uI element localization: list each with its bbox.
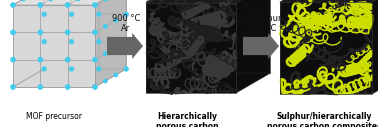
- Circle shape: [11, 85, 15, 89]
- Circle shape: [70, 12, 73, 16]
- Polygon shape: [372, 0, 378, 94]
- Circle shape: [104, 25, 107, 28]
- Polygon shape: [280, 0, 378, 2]
- Circle shape: [104, 0, 107, 1]
- Circle shape: [38, 3, 42, 7]
- Polygon shape: [180, 0, 270, 73]
- Circle shape: [65, 30, 70, 34]
- Circle shape: [38, 85, 42, 89]
- Circle shape: [114, 46, 118, 49]
- Polygon shape: [236, 0, 270, 93]
- Circle shape: [93, 85, 97, 89]
- Text: Sulphur/hierarchically
porous carbon composites: Sulphur/hierarchically porous carbon com…: [267, 112, 378, 127]
- Circle shape: [11, 30, 15, 34]
- Text: Ar: Ar: [121, 24, 131, 33]
- Circle shape: [124, 13, 128, 16]
- Circle shape: [114, 73, 118, 77]
- Polygon shape: [13, 0, 126, 5]
- Circle shape: [93, 30, 97, 34]
- Circle shape: [97, 67, 101, 71]
- Circle shape: [65, 85, 70, 89]
- Circle shape: [93, 3, 97, 7]
- Text: +Sulphur: +Sulphur: [242, 14, 282, 23]
- Circle shape: [42, 40, 46, 44]
- Circle shape: [42, 12, 46, 16]
- Polygon shape: [107, 33, 143, 59]
- Circle shape: [11, 58, 15, 62]
- Circle shape: [38, 30, 42, 34]
- Circle shape: [22, 0, 25, 1]
- Circle shape: [124, 40, 128, 43]
- Circle shape: [104, 0, 107, 1]
- Text: MOF precursor: MOF precursor: [26, 112, 82, 121]
- Text: Hierarchically
porous carbon: Hierarchically porous carbon: [156, 112, 218, 127]
- Circle shape: [65, 58, 70, 62]
- Circle shape: [124, 12, 128, 16]
- Circle shape: [76, 0, 80, 1]
- Polygon shape: [95, 0, 126, 87]
- Circle shape: [97, 40, 101, 44]
- Circle shape: [93, 58, 97, 62]
- Circle shape: [70, 40, 73, 44]
- Circle shape: [49, 0, 53, 1]
- Circle shape: [70, 67, 73, 71]
- Circle shape: [114, 19, 118, 22]
- Polygon shape: [44, 0, 126, 69]
- Text: 155 °C: 155 °C: [248, 24, 276, 33]
- Circle shape: [38, 58, 42, 62]
- Polygon shape: [243, 33, 279, 59]
- Circle shape: [104, 79, 107, 83]
- Circle shape: [42, 67, 46, 71]
- Polygon shape: [146, 0, 270, 3]
- Circle shape: [97, 12, 101, 16]
- Circle shape: [65, 3, 70, 7]
- Polygon shape: [315, 0, 378, 74]
- Polygon shape: [146, 3, 236, 93]
- Circle shape: [104, 52, 107, 55]
- Text: 900 °C: 900 °C: [112, 14, 140, 23]
- Circle shape: [11, 3, 15, 7]
- Circle shape: [124, 40, 128, 44]
- Polygon shape: [280, 2, 372, 94]
- Circle shape: [124, 67, 128, 71]
- Circle shape: [124, 67, 128, 71]
- Polygon shape: [13, 5, 95, 87]
